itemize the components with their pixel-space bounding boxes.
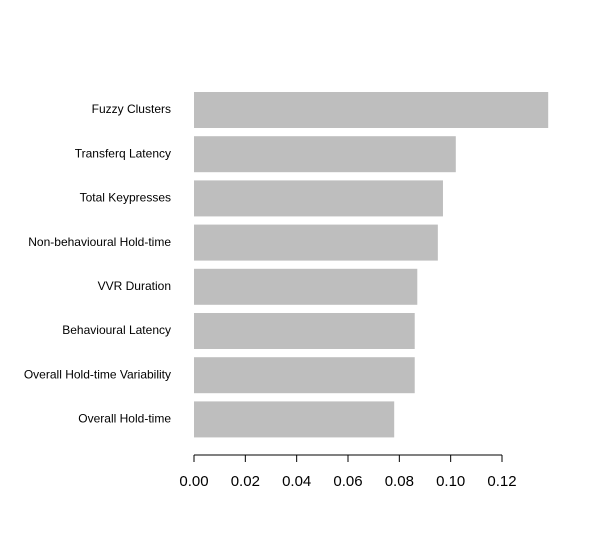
- y-tick-label: Fuzzy Clusters: [92, 102, 171, 116]
- bar: [194, 401, 395, 438]
- y-tick-label: Overall Hold-time Variability: [24, 367, 171, 381]
- x-tick-label: 0.04: [282, 473, 311, 490]
- y-tick-label: Overall Hold-time: [78, 412, 171, 426]
- x-tick-label: 0.10: [436, 473, 465, 490]
- x-tick-label: 0.02: [231, 473, 260, 490]
- x-tick-label: 0.06: [333, 473, 362, 490]
- bar: [194, 357, 415, 394]
- bar: [194, 136, 456, 173]
- y-tick-label: Total Keypresses: [80, 191, 171, 205]
- x-tick-label: 0.12: [487, 473, 516, 490]
- bar: [194, 92, 549, 128]
- x-tick-label: 0.08: [385, 473, 414, 490]
- bar: [194, 180, 443, 217]
- bar: [194, 268, 418, 305]
- y-tick-label: Non-behavioural Hold-time: [28, 235, 171, 249]
- bar: [194, 313, 415, 349]
- y-tick-label: VVR Duration: [98, 279, 171, 293]
- bar: [194, 224, 438, 261]
- x-tick-label: 0.00: [179, 473, 208, 490]
- y-tick-label: Behavioural Latency: [62, 323, 171, 337]
- y-tick-label: Transferq Latency: [75, 146, 171, 160]
